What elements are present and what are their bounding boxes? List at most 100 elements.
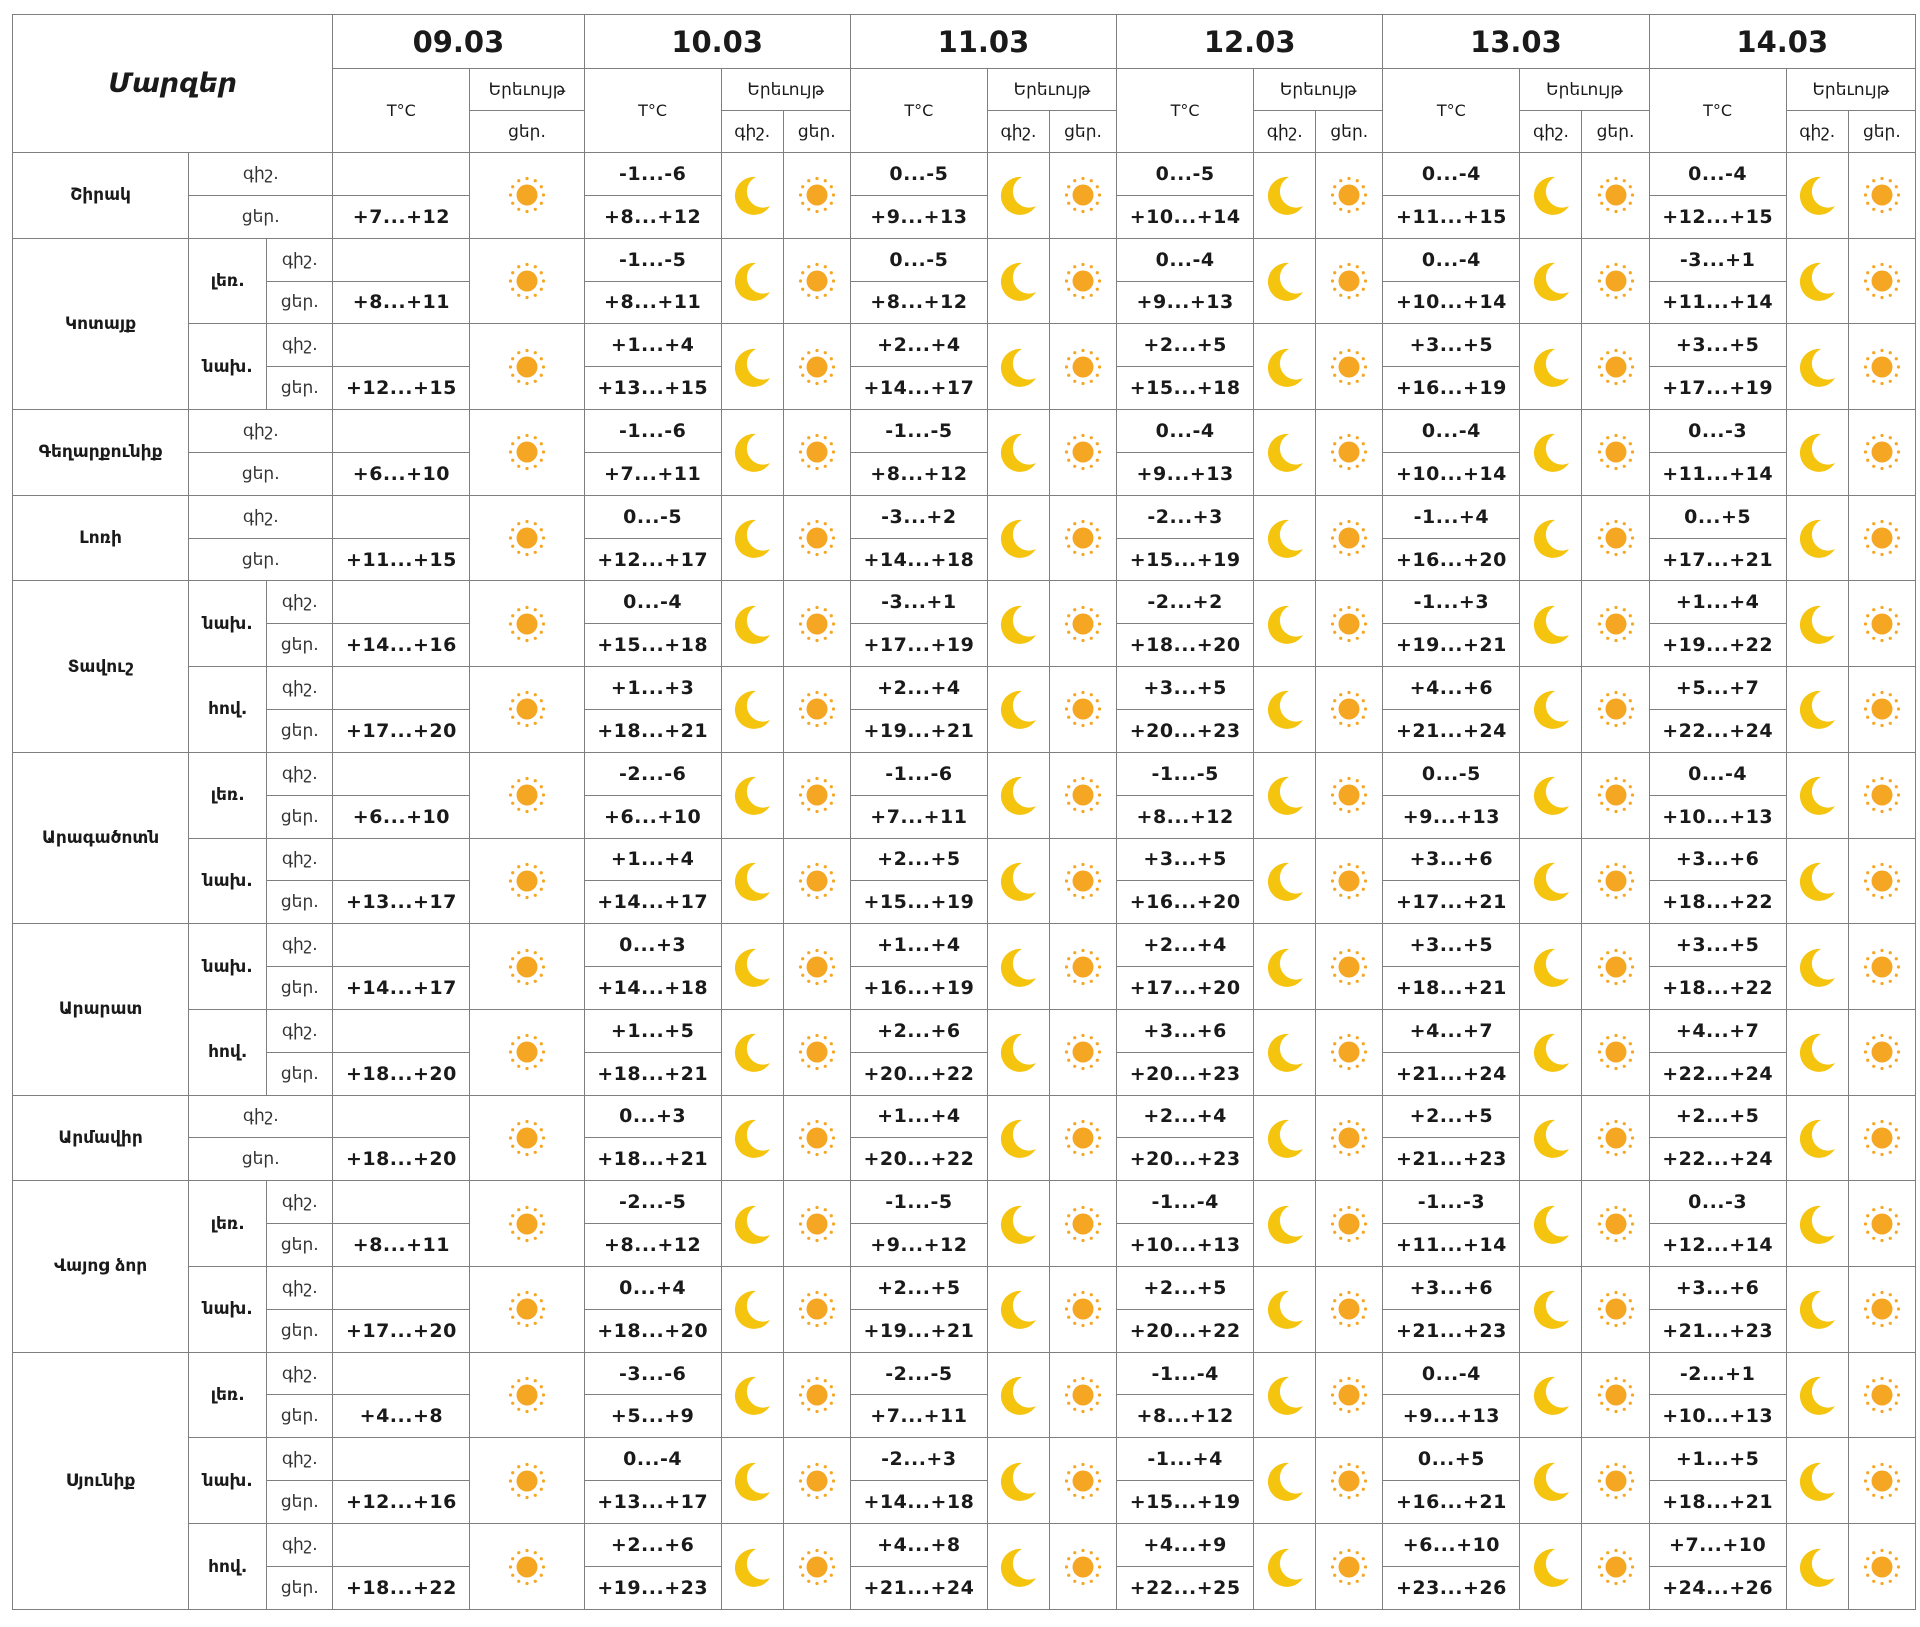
- day-phenomenon: [1315, 1094, 1384, 1182]
- sun-icon: [508, 948, 546, 985]
- day-phenomenon: [469, 751, 585, 839]
- night-temperature: +1...+4: [849, 923, 988, 968]
- day-temperature: +11...+14: [1648, 280, 1787, 325]
- day-phenomenon: [1847, 837, 1917, 925]
- day-label: ցեր.: [188, 194, 334, 239]
- day-temperature: +10...+14: [1116, 194, 1255, 239]
- moon-icon: [1001, 177, 1037, 216]
- night-temperature: -2...+3: [849, 1437, 988, 1482]
- night-phenomenon: [720, 666, 784, 753]
- night-temperature: +2...+6: [583, 1523, 722, 1567]
- night-phenomenon: [1785, 1008, 1849, 1096]
- temp-column-header: T°C: [583, 68, 722, 153]
- day-temperature: +6...+10: [332, 451, 471, 496]
- day-temperature: +20...+23: [1116, 708, 1255, 753]
- night-phenomenon: [1785, 237, 1849, 325]
- day-temperature: +18...+20: [1116, 623, 1255, 668]
- night-phenomenon: [986, 837, 1050, 925]
- sun-icon: [798, 1205, 835, 1242]
- day-phenomenon: [1315, 1008, 1384, 1096]
- night-temperature: +1...+4: [583, 323, 722, 368]
- day-temperature: +22...+24: [1648, 708, 1787, 753]
- day-label: ցեր.: [266, 794, 334, 839]
- sun-icon: [1597, 1291, 1634, 1328]
- night-temperature: [332, 580, 471, 625]
- moon-icon: [1001, 691, 1037, 730]
- date-header: 11.03: [849, 14, 1118, 69]
- day-label: ցեր.: [188, 1137, 334, 1182]
- moon-icon: [1800, 348, 1836, 387]
- night-phenomenon: [1253, 1094, 1317, 1182]
- table-row: ցեր. +18...+20 +18...+21 +20...+22 +20...+23…: [13, 1051, 1916, 1096]
- day-temperature: +8...+12: [849, 451, 988, 496]
- night-phenomenon: [1253, 666, 1317, 753]
- day-temperature: +16...+20: [1116, 880, 1255, 925]
- night-phenomenon: [1519, 751, 1583, 839]
- night-label: գիշ.: [266, 1265, 334, 1310]
- night-column-header: գիշ.: [1785, 110, 1849, 153]
- moon-icon: [1001, 1119, 1037, 1158]
- day-phenomenon: [469, 237, 585, 325]
- night-phenomenon: [1519, 1265, 1583, 1353]
- night-temperature: -2...+2: [1116, 580, 1255, 625]
- moon-icon: [735, 691, 771, 730]
- night-temperature: -2...-6: [583, 751, 722, 796]
- night-phenomenon: [986, 494, 1050, 582]
- night-phenomenon: [986, 1437, 1050, 1524]
- moon-icon: [1267, 1548, 1303, 1587]
- night-label: գիշ.: [188, 1094, 334, 1139]
- sun-icon: [1863, 605, 1900, 642]
- night-phenomenon: [1785, 494, 1849, 582]
- sun-icon: [1863, 1205, 1900, 1242]
- night-phenomenon: [986, 751, 1050, 839]
- moon-icon: [1800, 1548, 1836, 1587]
- day-phenomenon: [1315, 1437, 1384, 1524]
- night-label: գիշ.: [266, 1180, 334, 1225]
- night-temperature: 0...+4: [583, 1265, 722, 1310]
- table-row: Գեղարքունիք գիշ. -1...-6 -1...-5 0...-4 0...-…: [11, 409, 1917, 496]
- night-temperature: +3...+6: [1648, 1265, 1787, 1310]
- sun-icon: [1331, 519, 1368, 557]
- day-temperature: +20...+23: [1116, 1137, 1255, 1182]
- night-label: գիշ.: [188, 152, 334, 196]
- day-phenomenon: [1847, 237, 1917, 325]
- night-temperature: +5...+7: [1648, 666, 1787, 710]
- night-temperature: -1...-4: [1116, 1180, 1255, 1225]
- day-temperature: +21...+23: [1382, 1137, 1521, 1182]
- day-temperature: +15...+18: [583, 623, 722, 668]
- table-row: Շիրակ գիշ. -1...-6 0...-5 0...-5 0...-4 0...-4: [11, 152, 1917, 239]
- sun-icon: [1331, 348, 1368, 385]
- night-temperature: -1...-5: [849, 1180, 988, 1225]
- day-temperature: +12...+15: [1648, 194, 1787, 239]
- moon-icon: [1001, 1548, 1037, 1587]
- subregion-name: նախ.: [188, 1437, 268, 1524]
- night-phenomenon: [720, 494, 784, 582]
- table-row: ցեր. +18...+22 +19...+23 +21...+24 +22...+25…: [13, 1565, 1916, 1611]
- table-row: նախ. գիշ. 0...-4 -2...+3 -1...+4 0...+5 +1...+…: [13, 1437, 1917, 1524]
- subregion-name: նախ.: [188, 1265, 268, 1353]
- night-phenomenon: [720, 323, 784, 411]
- day-temperature: +20...+22: [1116, 1308, 1255, 1353]
- night-phenomenon: [1519, 152, 1583, 239]
- night-temperature: -1...+3: [1382, 580, 1521, 625]
- day-phenomenon: [469, 1265, 585, 1353]
- night-phenomenon: [720, 237, 784, 325]
- day-temperature: +7...+11: [583, 451, 722, 496]
- day-temperature: +10...+13: [1648, 794, 1787, 839]
- day-temperature: +10...+14: [1382, 280, 1521, 325]
- moon-icon: [1267, 519, 1303, 558]
- moon-icon: [1533, 434, 1569, 473]
- phenomenon-header: Երեւույթ: [1785, 68, 1917, 111]
- day-phenomenon: [1581, 923, 1650, 1010]
- sun-icon: [1597, 1462, 1634, 1499]
- region-name: Արմավիր: [11, 1094, 190, 1182]
- moon-icon: [1533, 1205, 1569, 1244]
- night-temperature: -3...+1: [1648, 237, 1787, 282]
- day-temperature: +15...+18: [1116, 366, 1255, 411]
- night-temperature: +3...+6: [1382, 1265, 1521, 1310]
- day-label: ցեր.: [266, 623, 334, 668]
- sun-icon: [508, 1462, 546, 1499]
- sun-icon: [1863, 519, 1900, 557]
- night-label: գիշ.: [266, 923, 334, 968]
- sun-icon: [1863, 1119, 1900, 1157]
